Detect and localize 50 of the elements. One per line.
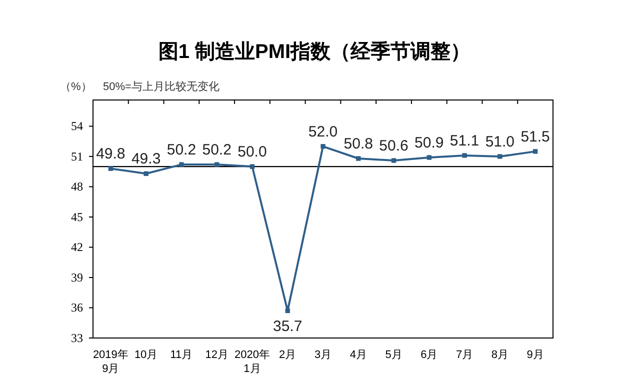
y-tick-label: 51 (71, 149, 83, 164)
y-tick-label: 33 (71, 331, 83, 345)
point (391, 158, 396, 163)
x-tick-label: 3月 (314, 349, 332, 361)
data-label: 51.0 (485, 133, 515, 150)
point (214, 162, 220, 167)
x-tick-label: 11月 (170, 349, 193, 361)
point (250, 164, 255, 169)
y-tick-label: 39 (71, 270, 83, 284)
y-axis-title: （%） (60, 81, 92, 93)
text: 50%=与上月比较无变化 (103, 80, 220, 93)
data-label: 50.0 (238, 144, 267, 161)
point (532, 149, 538, 154)
point (108, 166, 114, 171)
x-tick-label: 7月 (456, 349, 474, 361)
x-tick-label: 2019年 9月 (92, 349, 128, 375)
point (462, 153, 467, 158)
point (356, 156, 361, 161)
y-tick-label: 48 (71, 180, 83, 194)
point (426, 155, 432, 160)
data-label: 52.0 (308, 123, 338, 140)
point (179, 162, 184, 167)
x-tick-label: 12月 (205, 349, 228, 361)
x-tick-label: 5月 (385, 349, 402, 361)
data-label: 49.3 (131, 150, 161, 168)
data-label: 50.2 (202, 142, 232, 159)
x-tick-label: 8月 (491, 349, 508, 361)
y-tick-label: 42 (71, 240, 83, 254)
data-label: 35.7 (273, 318, 302, 335)
data-label: 49.8 (96, 146, 126, 163)
x-tick-label: 4月 (350, 349, 367, 361)
point (498, 154, 502, 159)
data-label: 51.1 (450, 132, 480, 150)
x-tick-label: 2月 (279, 349, 296, 361)
x-tick-label: 9月 (526, 349, 544, 361)
data-label: 50.6 (379, 138, 408, 155)
point (144, 171, 148, 176)
data-label: 50.8 (344, 135, 373, 152)
x-tick-label: 6月 (420, 349, 438, 361)
data-label: 51.5 (520, 128, 550, 146)
point (285, 308, 290, 314)
chart-title: 图1 制造业PMI指数（经季节调整） (158, 40, 471, 63)
y-tick-label: 54 (71, 119, 83, 134)
y-tick-label: 45 (71, 210, 83, 224)
data-label: 50.9 (414, 134, 444, 152)
data-label: 50.2 (166, 142, 196, 159)
x-tick-label: 10月 (134, 349, 158, 361)
x-tick-label: 2020年 1月 (234, 349, 270, 375)
point (320, 144, 326, 149)
y-tick-label: 36 (71, 300, 83, 315)
